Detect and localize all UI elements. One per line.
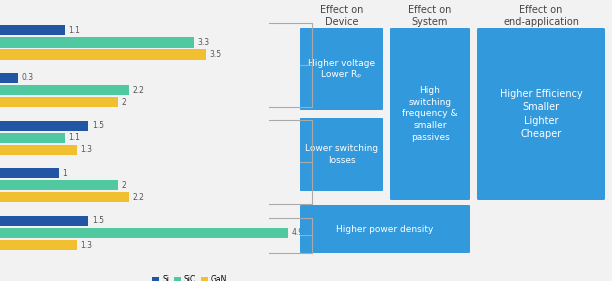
Text: 1.5: 1.5 — [92, 216, 104, 225]
Text: 1.3: 1.3 — [80, 145, 92, 154]
Bar — [0, 73, 18, 83]
Bar — [0, 133, 65, 143]
Bar — [0, 121, 88, 131]
Text: Higher power density: Higher power density — [337, 225, 434, 234]
Legend: Si, SiC, GaN: Si, SiC, GaN — [149, 272, 230, 281]
Text: 4.9: 4.9 — [292, 228, 304, 237]
Bar — [0, 168, 59, 178]
Text: High
switching
frequency &
smaller
passives: High switching frequency & smaller passi… — [402, 86, 458, 142]
FancyBboxPatch shape — [389, 26, 471, 202]
Text: Effect on
System: Effect on System — [408, 5, 452, 28]
Text: 1.1: 1.1 — [69, 26, 80, 35]
Text: Effect on
end-application: Effect on end-application — [503, 5, 579, 28]
Bar — [0, 228, 288, 238]
Bar — [0, 145, 76, 155]
FancyBboxPatch shape — [298, 205, 472, 253]
Text: 3.5: 3.5 — [209, 50, 222, 59]
Bar — [0, 180, 118, 191]
Bar — [0, 216, 88, 226]
Bar — [0, 240, 76, 250]
Text: 1: 1 — [62, 169, 67, 178]
FancyBboxPatch shape — [299, 27, 384, 111]
Text: Higher voltage
Lower Rₚ: Higher voltage Lower Rₚ — [308, 59, 375, 80]
Bar — [0, 192, 130, 203]
Text: Effect on
Device: Effect on Device — [320, 5, 363, 28]
Bar — [0, 97, 118, 107]
Text: 1.3: 1.3 — [80, 241, 92, 250]
Text: 2.2: 2.2 — [133, 86, 145, 95]
FancyBboxPatch shape — [299, 117, 384, 192]
Bar — [0, 37, 194, 47]
Text: 2: 2 — [121, 181, 126, 190]
Text: 0.3: 0.3 — [21, 74, 33, 83]
Text: 3.3: 3.3 — [198, 38, 210, 47]
Text: Higher Efficiency
Smaller
Lighter
Cheaper: Higher Efficiency Smaller Lighter Cheape… — [499, 89, 583, 139]
Bar — [0, 85, 130, 95]
Text: 2: 2 — [121, 98, 126, 107]
FancyBboxPatch shape — [476, 26, 606, 202]
Text: Lower switching
losses: Lower switching losses — [305, 144, 378, 165]
Text: 2.2: 2.2 — [133, 193, 145, 202]
Text: 1.5: 1.5 — [92, 121, 104, 130]
Text: 1.1: 1.1 — [69, 133, 80, 142]
Bar — [0, 49, 206, 60]
Bar — [0, 25, 65, 35]
